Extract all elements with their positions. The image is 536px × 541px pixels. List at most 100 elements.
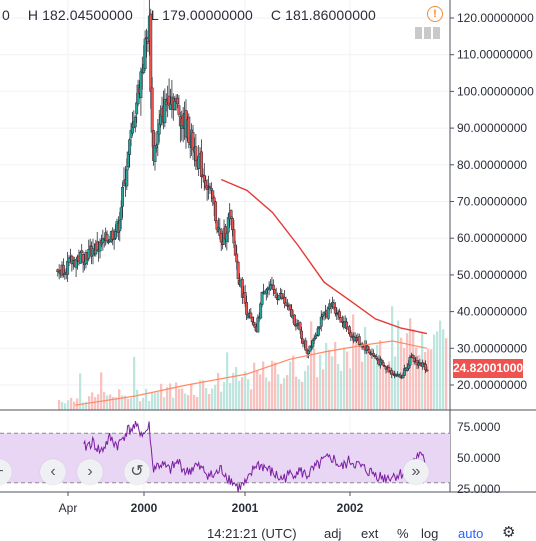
percent-toggle[interactable]: %: [397, 526, 409, 541]
scroll-left-button[interactable]: ‹: [40, 459, 66, 485]
scroll-to-realtime-button[interactable]: »: [403, 459, 429, 485]
volume-bar: [343, 347, 346, 410]
candle-body: [380, 359, 384, 363]
volume-bar: [235, 366, 238, 410]
candle-body: [232, 229, 236, 244]
volume-bar: [64, 403, 67, 410]
ma-slow-line: [220, 178, 428, 335]
volume-bar: [292, 355, 295, 410]
volume-bar: [184, 393, 187, 410]
last-price-label: 24.82001000: [453, 359, 523, 378]
adj-toggle[interactable]: adj: [324, 526, 342, 541]
candle-body: [373, 355, 377, 357]
volume-bar: [238, 380, 241, 410]
candle-body: [357, 336, 361, 345]
ohlc-open: 0: [2, 7, 10, 23]
volume-bar: [124, 395, 127, 410]
volume-bar: [364, 326, 367, 410]
log-toggle[interactable]: log: [421, 526, 439, 541]
candle-body: [235, 253, 239, 263]
moving-average-lines: [74, 178, 428, 406]
candle-body: [335, 313, 339, 316]
reset-chart-button[interactable]: ↺: [124, 459, 150, 485]
candle-body: [139, 71, 143, 98]
candle-body: [194, 146, 198, 162]
candle-body: [119, 207, 123, 220]
volume-bar: [394, 356, 397, 410]
volume-bar: [316, 377, 319, 410]
volume-bar: [112, 396, 115, 410]
candle-body: [264, 289, 268, 294]
volume-bar: [196, 396, 199, 410]
volume-bar: [244, 371, 247, 410]
volume-bar: [322, 369, 325, 410]
candle-body: [407, 364, 411, 369]
candle-body: [135, 102, 139, 115]
rsi-tick-label: 75.0000: [457, 420, 501, 434]
volume-bar: [247, 379, 250, 410]
candle-body: [277, 295, 281, 300]
ext-toggle[interactable]: ext: [361, 526, 379, 541]
volume-bar: [217, 373, 220, 410]
chart-axes: 120.00000000 110.00000000 100.00000000 90.0…: [0, 0, 536, 515]
volume-bar: [445, 338, 448, 410]
volume-bar: [439, 320, 442, 410]
candle-body: [146, 41, 150, 44]
scroll-right-button[interactable]: ›: [77, 459, 103, 485]
candle-body: [133, 116, 137, 128]
candle-body: [229, 210, 233, 218]
volume-bar: [214, 384, 217, 410]
volume-bar: [295, 376, 298, 410]
volume-bar: [58, 400, 61, 410]
volume-bar: [166, 387, 169, 410]
price-tick-label: 110.00000000: [457, 48, 533, 62]
volume-bar: [202, 380, 205, 410]
volume-bar: [190, 384, 193, 410]
price-tick-label: 40.00000000: [457, 305, 527, 319]
volume-bar: [391, 306, 394, 410]
candle-body: [304, 340, 308, 351]
candle-body: [177, 105, 181, 115]
volume-bar: [148, 400, 151, 410]
volume-bar: [199, 380, 202, 410]
volume-bar: [412, 329, 415, 410]
candle-body: [231, 218, 234, 231]
candle-body: [271, 284, 275, 290]
volume-bar: [211, 388, 214, 410]
volume-bar: [400, 337, 403, 410]
volume-bar: [232, 372, 235, 410]
settings-icon[interactable]: ⚙: [502, 524, 516, 541]
volume-bar: [133, 356, 136, 410]
candle-body: [338, 311, 342, 318]
candle-body: [408, 357, 412, 366]
volume-bar: [226, 352, 229, 410]
candle-body: [187, 116, 191, 143]
candle-body: [200, 151, 203, 177]
zoom-in-button[interactable]: +: [0, 459, 12, 485]
volume-bar: [205, 387, 208, 410]
candle-body: [145, 37, 148, 39]
candle-body: [80, 250, 84, 254]
volume-bar: [421, 332, 424, 410]
candle-body: [236, 261, 240, 279]
volume-bar: [229, 382, 232, 410]
candle-body: [105, 234, 109, 242]
warning-icon[interactable]: !: [427, 6, 443, 22]
candle-body: [288, 304, 292, 311]
candle-body: [250, 317, 254, 322]
candle-body: [381, 362, 385, 366]
volume-bar: [424, 352, 427, 410]
volume-bar: [403, 348, 406, 410]
volume-bar: [271, 360, 274, 410]
ohlc-low: L 179.00000000: [150, 7, 253, 23]
ohlc-legend: 0 H 182.04500000 L 179.00000000 C 181.86…: [2, 7, 390, 23]
volume-bar: [154, 392, 157, 410]
volume-bar: [187, 395, 190, 410]
auto-toggle[interactable]: auto: [458, 526, 484, 541]
volume-bar: [208, 394, 211, 410]
candle-body: [149, 13, 153, 92]
time-tick-label: 2001: [232, 501, 259, 515]
candle-body: [260, 291, 264, 305]
